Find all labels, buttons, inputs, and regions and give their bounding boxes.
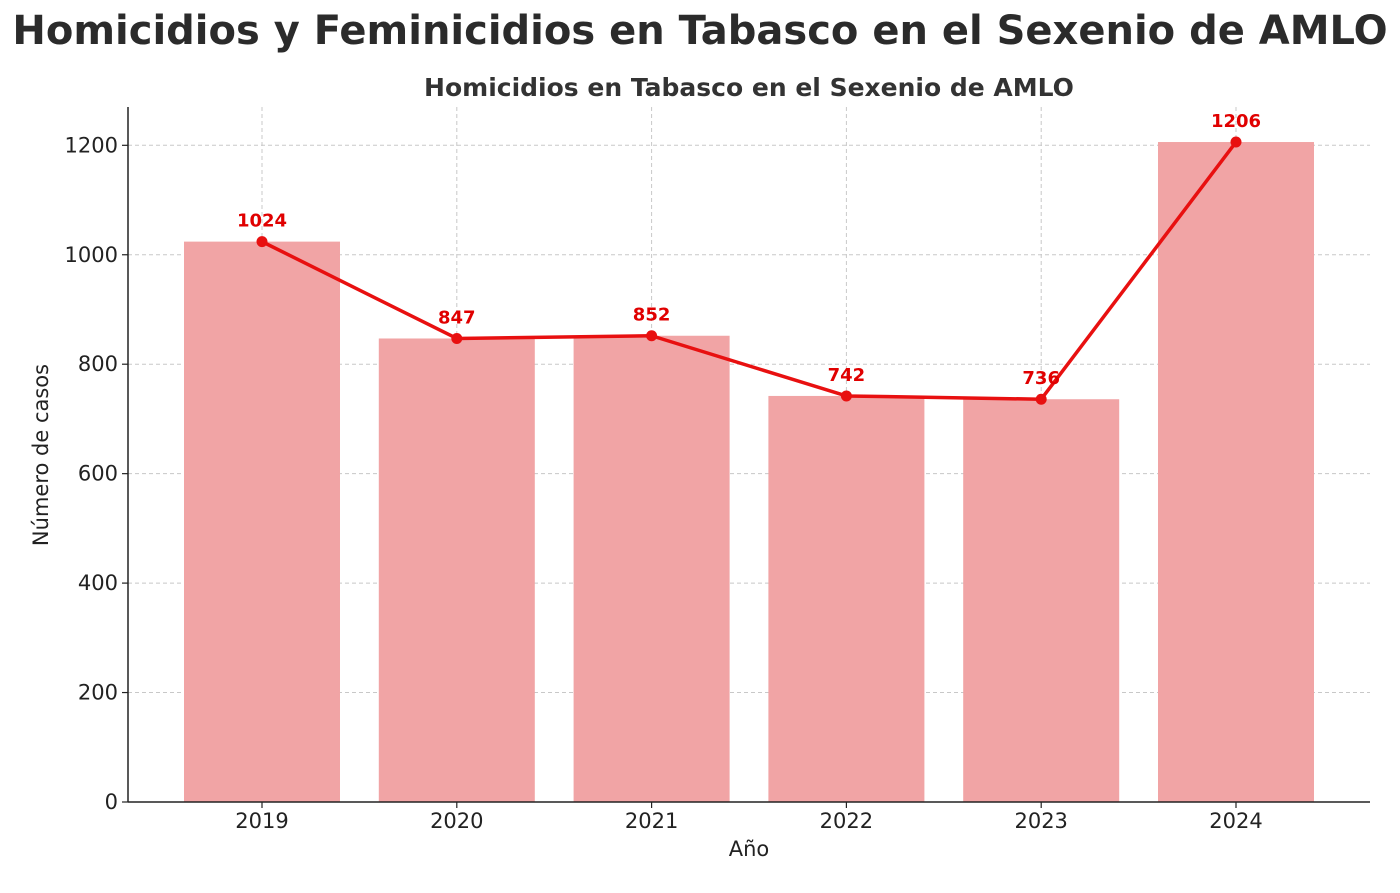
trend-point-2024: [1230, 136, 1242, 148]
trend-point-2020: [451, 332, 463, 344]
x-tick-label: 2023: [1014, 809, 1067, 833]
x-tick-label: 2019: [235, 809, 288, 833]
y-tick-label: 800: [78, 352, 118, 376]
bar-2019: [184, 241, 340, 802]
x-tick-label: 2020: [430, 809, 483, 833]
axes: 0 200 400 600 800 1000 1200 2019 2020 2021 2022 202…: [65, 107, 1370, 833]
y-tick-label: 200: [78, 681, 118, 705]
y-tick-label: 0: [105, 790, 118, 814]
y-axis-label: Número de casos: [29, 364, 53, 546]
y-tick-label: 1200: [65, 133, 118, 157]
bar-2023: [963, 399, 1120, 802]
bar-2022: [768, 395, 925, 802]
y-tick-label: 400: [78, 571, 118, 595]
data-label-2019: 1024: [237, 211, 287, 232]
data-label-2020: 847: [438, 307, 476, 328]
trend-point-2022: [840, 390, 852, 402]
trend-point-2021: [646, 330, 658, 342]
bars: [184, 142, 1314, 802]
data-label-2023: 736: [1022, 368, 1060, 389]
trend-point-2023: [1035, 393, 1047, 405]
x-tick-label: 2022: [820, 809, 873, 833]
data-label-2024: 1206: [1211, 111, 1261, 132]
trend-line-path: [261, 140, 1238, 401]
data-label-2022: 742: [828, 365, 866, 386]
x-tick-label: 2021: [625, 809, 678, 833]
data-labels: 1024 847 852 742 736 1206: [237, 111, 1261, 389]
bar-2020: [378, 338, 535, 802]
x-tick-label: 2024: [1209, 809, 1262, 833]
bar-2021: [573, 335, 730, 802]
bar-2024: [1158, 142, 1314, 802]
x-axis-label: Año: [729, 837, 770, 861]
trend-line: [256, 136, 1242, 405]
figure-title: Homicidios y Feminicidios en Tabasco en …: [12, 8, 1388, 54]
y-tick-label: 600: [78, 462, 118, 486]
trend-point-2019: [256, 236, 268, 248]
chart-title: Homicidios en Tabasco en el Sexenio de A…: [424, 73, 1074, 102]
y-tick-label: 1000: [65, 243, 118, 267]
data-label-2021: 852: [633, 305, 671, 326]
